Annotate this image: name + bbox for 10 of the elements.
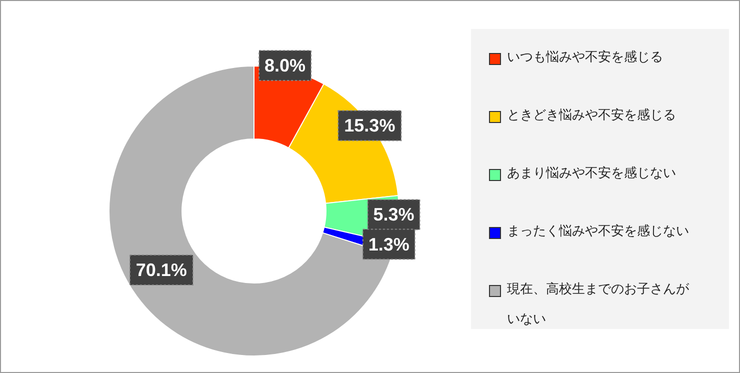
data-label: 5.3%: [373, 204, 414, 225]
legend-label: いつも悩みや不安を感じる: [507, 49, 663, 67]
data-label: 70.1%: [136, 260, 187, 280]
data-label: 15.3%: [344, 116, 396, 136]
legend-label: 現在、高校生までのお子さんがいない: [507, 281, 690, 329]
data-label: 1.3%: [368, 234, 410, 254]
legend-label: まったく悩みや不安を感じない: [507, 223, 689, 241]
legend-label: ときどき悩みや不安を感じる: [507, 107, 676, 125]
data-label: 8.0%: [264, 56, 306, 76]
legend-label: あまり悩みや不安を感じない: [507, 165, 676, 183]
